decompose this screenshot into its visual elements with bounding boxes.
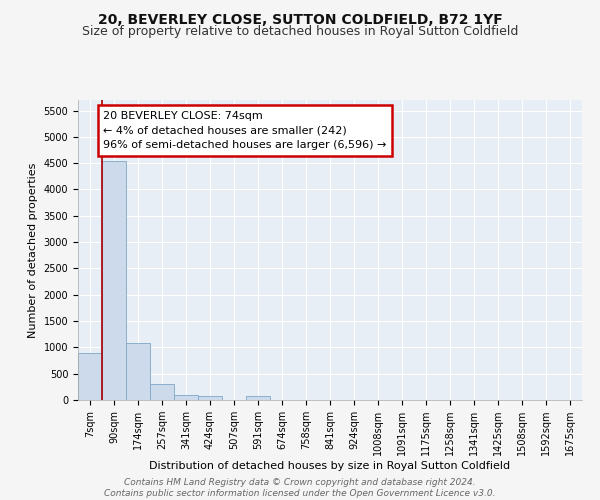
Bar bbox=[126, 344, 150, 400]
X-axis label: Distribution of detached houses by size in Royal Sutton Coldfield: Distribution of detached houses by size … bbox=[149, 461, 511, 471]
Bar bbox=[246, 396, 270, 400]
Bar bbox=[198, 396, 222, 400]
Text: 20 BEVERLEY CLOSE: 74sqm
← 4% of detached houses are smaller (242)
96% of semi-d: 20 BEVERLEY CLOSE: 74sqm ← 4% of detache… bbox=[103, 110, 386, 150]
Bar bbox=[102, 160, 126, 400]
Text: Contains HM Land Registry data © Crown copyright and database right 2024.
Contai: Contains HM Land Registry data © Crown c… bbox=[104, 478, 496, 498]
Bar bbox=[174, 394, 198, 400]
Text: Size of property relative to detached houses in Royal Sutton Coldfield: Size of property relative to detached ho… bbox=[82, 25, 518, 38]
Y-axis label: Number of detached properties: Number of detached properties bbox=[28, 162, 38, 338]
Bar bbox=[150, 384, 174, 400]
Text: 20, BEVERLEY CLOSE, SUTTON COLDFIELD, B72 1YF: 20, BEVERLEY CLOSE, SUTTON COLDFIELD, B7… bbox=[98, 12, 502, 26]
Bar bbox=[78, 352, 102, 400]
